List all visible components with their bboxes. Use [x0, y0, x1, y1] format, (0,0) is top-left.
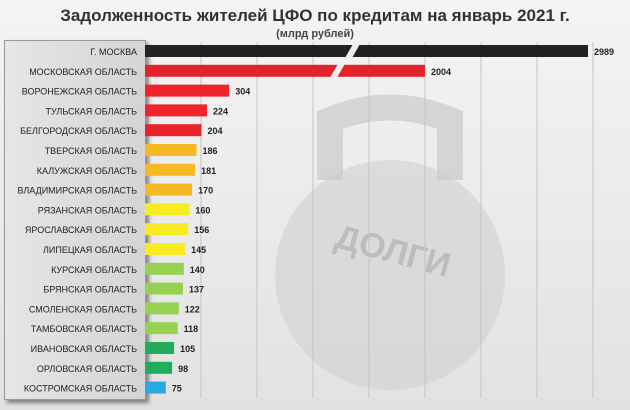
category-label: КАЛУЖСКАЯ ОБЛАСТЬ — [37, 166, 137, 176]
bar — [145, 342, 175, 354]
bar — [145, 223, 189, 236]
category-label: ВОРОНЕЖСКАЯ ОБЛАСТЬ — [22, 87, 137, 97]
category-label: ЛИПЕЦКАЯ ОБЛАСТЬ — [43, 245, 137, 255]
bar — [145, 84, 230, 97]
bar — [145, 45, 588, 57]
data-label: 118 — [184, 324, 199, 334]
data-label: 160 — [195, 205, 210, 215]
bar — [145, 144, 197, 156]
category-label: ЯРОСЛАВСКАЯ ОБЛАСТЬ — [25, 225, 137, 235]
data-label: 140 — [190, 265, 205, 275]
bar — [145, 64, 425, 77]
data-label: 224 — [213, 106, 228, 116]
kettlebell-handle — [317, 94, 463, 180]
category-label: КОСТРОМСКАЯ ОБЛАСТЬ — [24, 384, 137, 394]
category-label: МОСКОВСКАЯ ОБЛАСТЬ — [29, 67, 137, 77]
data-label: 137 — [189, 285, 204, 295]
bar — [145, 203, 190, 216]
data-label: 2004 — [431, 67, 451, 77]
category-label: СМОЛЕНСКАЯ ОБЛАСТЬ — [29, 304, 137, 314]
category-label: ТУЛЬСКАЯ ОБЛАСТЬ — [46, 106, 138, 116]
data-label: 75 — [172, 384, 182, 394]
data-label: 170 — [198, 186, 213, 196]
category-label: ТВЕРСКАЯ ОБЛАСТЬ — [45, 146, 137, 156]
data-label: 145 — [191, 245, 206, 255]
chart-title: Задолженность жителей ЦФО по кредитам на… — [60, 6, 570, 25]
category-label: БРЯНСКАЯ ОБЛАСТЬ — [43, 285, 137, 295]
axis-break-mark — [330, 63, 345, 78]
category-label-panel — [4, 40, 146, 400]
data-label: 304 — [235, 87, 250, 97]
data-label: 156 — [194, 225, 209, 235]
bar — [145, 104, 208, 117]
bar — [145, 262, 184, 275]
data-label: 204 — [208, 126, 223, 136]
kettlebell-watermark — [275, 160, 505, 390]
data-label: 105 — [180, 344, 195, 354]
bar — [145, 243, 186, 255]
category-label: Г. МОСКВА — [90, 47, 137, 57]
bar — [145, 124, 202, 137]
data-label: 2989 — [594, 47, 614, 57]
bar — [145, 322, 178, 335]
bar — [145, 183, 193, 196]
bar — [145, 302, 179, 315]
category-label: ТАМБОВСКАЯ ОБЛАСТЬ — [31, 324, 137, 334]
bar — [145, 282, 183, 295]
axis-break-mark — [345, 44, 360, 58]
bar — [145, 163, 196, 176]
bar — [145, 361, 173, 374]
data-label: 122 — [185, 304, 200, 314]
data-label: 181 — [201, 166, 216, 176]
category-label: КУРСКАЯ ОБЛАСТЬ — [51, 265, 137, 275]
data-label: 186 — [203, 146, 218, 156]
bar — [145, 381, 166, 394]
category-label: ИВАНОВСКАЯ ОБЛАСТЬ — [31, 344, 137, 354]
category-label: ОРЛОВСКАЯ ОБЛАСТЬ — [37, 364, 137, 374]
category-label: ВЛАДИМИРСКАЯ ОБЛАСТЬ — [17, 186, 137, 196]
data-label: 98 — [178, 364, 188, 374]
category-label: БЕЛГОРОДСКАЯ ОБЛАСТЬ — [20, 126, 137, 136]
chart-subtitle: (млрд рублей) — [276, 28, 354, 40]
category-label: РЯЗАНСКАЯ ОБЛАСТЬ — [38, 205, 137, 215]
